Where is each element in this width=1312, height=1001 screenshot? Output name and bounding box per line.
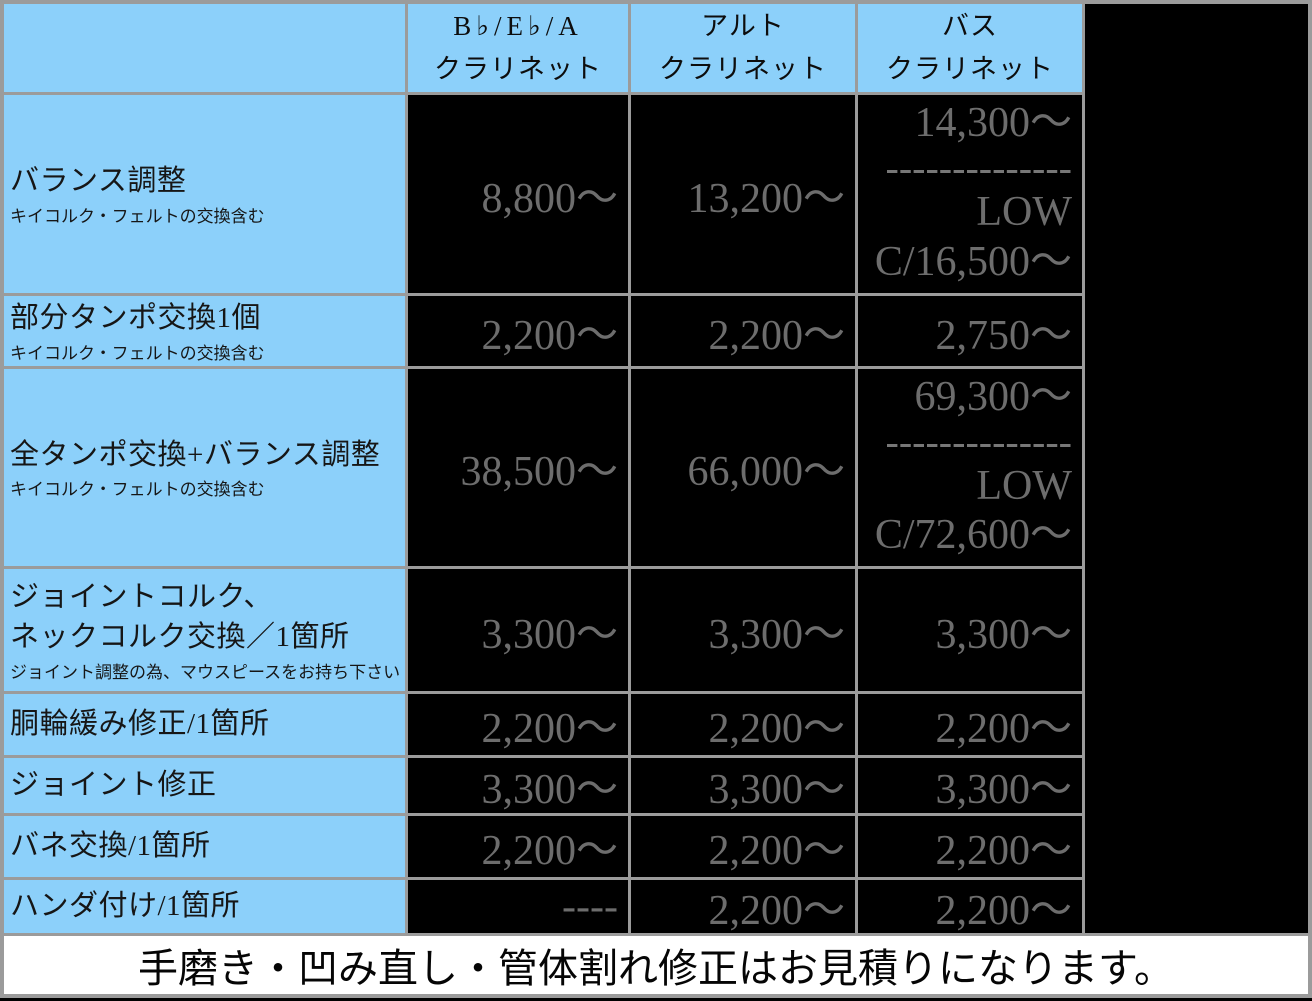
price-cell-bb: 8,800〜	[408, 95, 628, 293]
bass-low-label: LOW	[976, 189, 1072, 236]
price-cell-bass: 3,300〜	[858, 569, 1082, 691]
price-cell-bb: ----	[408, 880, 628, 933]
service-label: バランス調整	[10, 165, 187, 197]
price-table: B♭/E♭/A クラリネット アルト クラリネット バス クラリネット バランス…	[4, 4, 1308, 934]
service-note: キイコルク・フェルトの交換含む	[10, 343, 265, 363]
service-label-cell: バランス調整 キイコルク・フェルトの交換含む	[4, 95, 405, 293]
price-cell-bb: 2,200〜	[408, 694, 628, 755]
service-label: 胴輪緩み修正/1箇所	[10, 708, 270, 741]
estimate-notice-banner: 手磨き・凹み直し・管体割れ修正はお見積りになります。	[4, 936, 1308, 994]
price-cell-alto: 3,300〜	[631, 758, 855, 813]
service-label-cell: ハンダ付け/1箇所	[4, 880, 405, 933]
bass-low-label: LOW	[976, 462, 1072, 509]
price-cell-alto: 66,000〜	[631, 369, 855, 566]
service-note: キイコルク・フェルトの交換含む	[10, 206, 265, 226]
price-cell-bass: 2,200〜	[858, 880, 1082, 934]
service-label: バネ交換/1箇所	[10, 830, 211, 863]
header-line: クラリネット	[659, 53, 827, 84]
header-bb-eb-a-clarinet: B♭/E♭/A クラリネット	[408, 4, 628, 92]
price-cell-bass: 14,300〜 -------------- LOW C/16,500〜	[858, 95, 1082, 293]
service-label: ジョイントコルク、	[10, 580, 273, 613]
header-line: バス	[942, 10, 998, 41]
price-cell-alto: 2,200〜	[631, 816, 855, 877]
service-label: ハンダ付け/1箇所	[10, 890, 241, 923]
price-cell-alto: 3,300〜	[631, 569, 855, 691]
bass-price-upper: 69,300〜	[914, 374, 1072, 420]
price-cell-bb: 2,200〜	[408, 816, 628, 877]
service-label-cell: ジョイントコルク、 ネックコルク交換／1箇所 ジョイント調整の為、マウスピースを…	[4, 569, 405, 691]
header-line: クラリネット	[434, 53, 602, 84]
price-cell-bass: 2,750〜	[858, 296, 1082, 366]
bass-price-lowc: C/72,600〜	[874, 511, 1072, 558]
header-corner-cell	[4, 4, 405, 92]
price-cell-bass: 2,200〜	[858, 816, 1082, 877]
service-label: 部分タンポ交換1個	[10, 302, 262, 334]
header-line: B♭/E♭/A	[453, 10, 583, 41]
price-cell-bb: 3,300〜	[408, 758, 628, 813]
header-alto-clarinet: アルト クラリネット	[631, 4, 855, 92]
price-cell-bb: 2,200〜	[408, 296, 628, 366]
service-label-cell: バネ交換/1箇所	[4, 816, 405, 877]
service-label-cell: 部分タンポ交換1個 キイコルク・フェルトの交換含む	[4, 296, 405, 366]
price-cell-alto: 2,200〜	[631, 694, 855, 755]
header-bass-clarinet: バス クラリネット	[858, 4, 1082, 92]
service-label-cell: 胴輪緩み修正/1箇所	[4, 694, 405, 755]
price-cell-bass: 2,200〜	[858, 694, 1082, 755]
estimate-notice-text: 手磨き・凹み直し・管体割れ修正はお見積りになります。	[138, 946, 1174, 991]
bass-price-lowc: C/16,500〜	[874, 238, 1072, 285]
service-label-cell: 全タンポ交換+バランス調整 キイコルク・フェルトの交換含む	[4, 369, 405, 566]
header-line: クラリネット	[886, 53, 1054, 84]
bass-price-upper: 14,300〜	[914, 100, 1072, 146]
service-label: ジョイント修正	[10, 769, 217, 802]
service-label: 全タンポ交換+バランス調整	[10, 438, 381, 471]
service-label-cell: ジョイント修正	[4, 758, 405, 813]
price-cell-bb: 38,500〜	[408, 369, 628, 566]
price-cell-alto: 2,200〜	[631, 296, 855, 366]
price-cell-alto: 13,200〜	[631, 95, 855, 293]
header-line: アルト	[701, 10, 785, 41]
service-note: ジョイント調整の為、マウスピースをお持ち下さい	[10, 662, 401, 682]
dashed-divider: --------------	[885, 419, 1072, 464]
service-note: キイコルク・フェルトの交換含む	[10, 480, 265, 500]
black-filler-area	[1085, 4, 1308, 933]
price-cell-alto: 2,200〜	[631, 880, 855, 934]
price-cell-bb: 3,300〜	[408, 569, 628, 691]
dashed-divider: --------------	[885, 145, 1072, 191]
price-cell-bass: 69,300〜 -------------- LOW C/72,600〜	[858, 369, 1082, 566]
service-label-line2: ネックコルク交換／1箇所	[10, 621, 350, 654]
price-cell-bass: 3,300〜	[858, 758, 1082, 813]
